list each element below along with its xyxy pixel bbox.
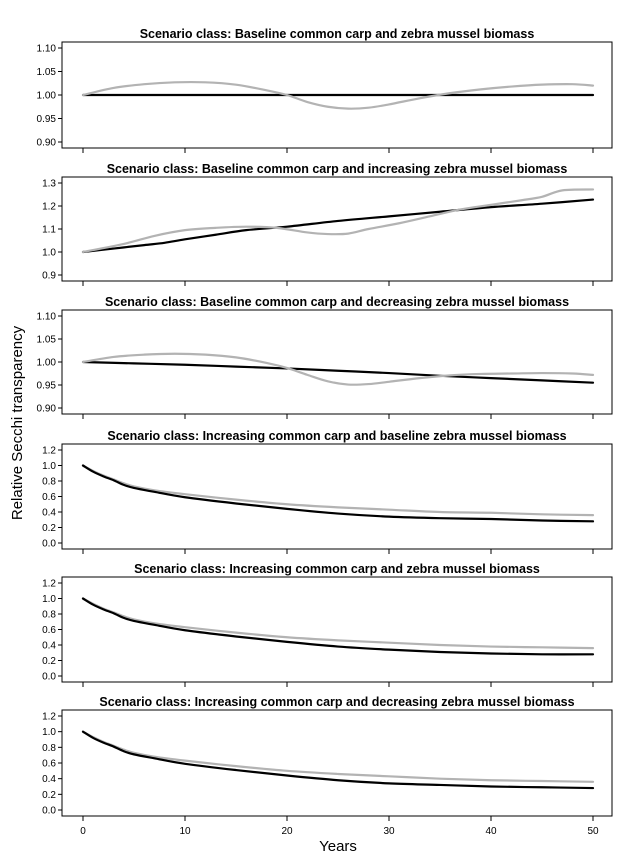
x-tick-label: 20 — [281, 826, 293, 837]
y-tick-label: 1.1 — [42, 225, 56, 236]
y-tick-label: 1.3 — [42, 179, 56, 190]
x-tick-label: 40 — [485, 826, 497, 837]
y-tick-label: 1.0 — [42, 461, 56, 472]
plot-frame — [61, 443, 613, 550]
y-tick-label: 0.0 — [42, 806, 56, 817]
x-tick-label: 50 — [587, 826, 599, 837]
y-tick-label: 0.2 — [42, 523, 56, 534]
x-tick-label: 10 — [179, 826, 191, 837]
y-tick-label: 0.90 — [37, 404, 57, 415]
y-tick-label: 1.00 — [37, 91, 57, 102]
y-tick-label: 1.2 — [42, 446, 56, 457]
chart-panel-5: Scenario class: Increasing common carp a… — [42, 562, 613, 687]
chart-panel-6: Scenario class: Increasing common carp a… — [42, 695, 613, 837]
black-series-line — [81, 198, 595, 254]
gray-series-line — [81, 597, 595, 650]
black-series-line — [81, 464, 595, 523]
chart-panel-2: Scenario class: Baseline common carp and… — [42, 162, 613, 286]
panel-title: Scenario class: Baseline common carp and… — [107, 162, 568, 176]
y-tick-label: 0.8 — [42, 610, 56, 621]
y-tick-label: 0.95 — [37, 114, 57, 125]
gray-series-line — [81, 352, 595, 386]
y-tick-label: 0.2 — [42, 656, 56, 667]
plot-frame — [61, 576, 613, 683]
gray-series-line — [81, 188, 595, 254]
y-tick-label: 1.0 — [42, 727, 56, 738]
y-tick-label: 1.10 — [37, 44, 57, 55]
panel-title: Scenario class: Increasing common carp a… — [99, 695, 574, 709]
x-axis-title: Years — [319, 838, 357, 855]
black-series-line — [81, 360, 595, 384]
y-tick-label: 1.05 — [37, 67, 57, 78]
y-tick-label: 0.6 — [42, 492, 56, 503]
y-tick-label: 1.2 — [42, 579, 56, 590]
gray-series-line — [81, 730, 595, 783]
gray-series-line — [81, 80, 595, 110]
x-tick-label: 0 — [80, 826, 86, 837]
y-tick-label: 0.4 — [42, 774, 56, 785]
y-tick-label: 1.0 — [42, 248, 56, 259]
panel-title: Scenario class: Increasing common carp a… — [107, 429, 566, 443]
y-tick-label: 1.2 — [42, 202, 56, 213]
x-tick-label: 30 — [383, 826, 395, 837]
y-tick-label: 0.9 — [42, 271, 56, 282]
black-series-line — [81, 597, 595, 656]
y-tick-label: 1.05 — [37, 335, 57, 346]
y-tick-label: 1.10 — [37, 312, 57, 323]
chart-panel-3: Scenario class: Baseline common carp and… — [37, 295, 613, 419]
y-tick-label: 0.6 — [42, 759, 56, 770]
y-tick-label: 0.4 — [42, 508, 56, 519]
chart-panel-4: Scenario class: Increasing common carp a… — [42, 429, 613, 554]
y-tick-label: 0.90 — [37, 138, 57, 149]
plot-frame — [61, 709, 613, 817]
y-tick-label: 0.95 — [37, 381, 57, 392]
plot-frame — [61, 176, 613, 282]
y-tick-label: 0.8 — [42, 477, 56, 488]
y-tick-label: 0.2 — [42, 790, 56, 801]
panel-title: Scenario class: Baseline common carp and… — [140, 27, 535, 41]
y-tick-label: 0.0 — [42, 539, 56, 550]
gray-series-line — [81, 464, 595, 517]
y-tick-label: 1.00 — [37, 358, 57, 369]
chart-panel-1: Scenario class: Baseline common carp and… — [37, 27, 613, 153]
y-axis-title: Relative Secchi transparency — [9, 325, 26, 520]
y-tick-label: 0.6 — [42, 625, 56, 636]
panel-title: Scenario class: Increasing common carp a… — [134, 562, 540, 576]
y-tick-label: 0.4 — [42, 641, 56, 652]
chart-panels: Scenario class: Baseline common carp and… — [37, 27, 613, 837]
black-series-line — [81, 730, 595, 790]
panel-title: Scenario class: Baseline common carp and… — [105, 295, 569, 309]
y-tick-label: 1.2 — [42, 712, 56, 723]
plot-frame — [61, 309, 613, 415]
y-tick-label: 0.8 — [42, 743, 56, 754]
y-tick-label: 0.0 — [42, 672, 56, 683]
y-tick-label: 1.0 — [42, 594, 56, 605]
